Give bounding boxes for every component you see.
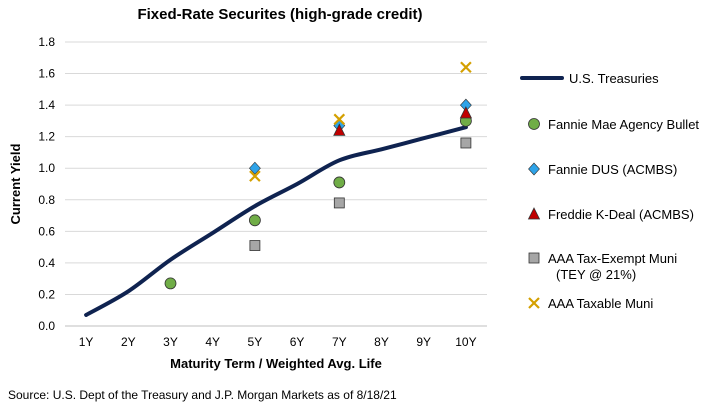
- data-point-freddie-k-deal-acmbs: [333, 123, 346, 136]
- x-tick-label: 5Y: [248, 335, 263, 349]
- x-tick-label: 4Y: [205, 335, 220, 349]
- x-marker-stroke: [333, 113, 346, 126]
- data-point-aaa-tax-exempt-muni-tey-21: [249, 240, 261, 251]
- x-marker-stroke: [249, 170, 261, 182]
- data-point-aaa-taxable-muni: [333, 113, 346, 126]
- x-tick-label: 7Y: [332, 335, 347, 349]
- data-point-fannie-mae-agency-bullet: [248, 214, 261, 227]
- data-point-aaa-taxable-muni: [249, 170, 261, 182]
- x-axis-title: Maturity Term / Weighted Avg. Life: [170, 356, 382, 371]
- data-point-fannie-mae-agency-bullet: [164, 277, 177, 290]
- legend-label: AAA Tax-Exempt Muni: [548, 251, 677, 266]
- chart-title: Fixed-Rate Securites (high-grade credit): [137, 6, 423, 23]
- y-tick-label: 0.4: [38, 256, 55, 270]
- x-tick-label: 3Y: [163, 335, 178, 349]
- data-point-aaa-tax-exempt-muni-tey-21: [333, 197, 345, 209]
- x-tick-label: 10Y: [455, 335, 476, 349]
- y-tick-label: 0.2: [38, 287, 55, 301]
- x-marker-stroke: [460, 61, 472, 74]
- legend-label: (TEY @ 21%): [556, 267, 636, 282]
- series-line-u-s-treasuries: [84, 125, 468, 317]
- x-tick-label: 8Y: [374, 335, 389, 349]
- y-tick-label: 1.4: [38, 98, 55, 112]
- y-tick-label: 0.6: [38, 224, 55, 238]
- x-tick-label: 2Y: [121, 335, 136, 349]
- data-point-fannie-dus-acmbs: [248, 161, 261, 175]
- data-point-aaa-tax-exempt-muni-tey-21: [460, 137, 472, 149]
- y-tick-label: 0.8: [38, 193, 55, 207]
- x-tick-label: 6Y: [290, 335, 305, 349]
- data-point-aaa-taxable-muni: [460, 61, 472, 74]
- data-point-fannie-mae-agency-bullet: [333, 176, 346, 189]
- legend-label: Freddie K-Deal (ACMBS): [548, 207, 694, 222]
- data-point-freddie-k-deal-acmbs: [459, 106, 473, 119]
- y-tick-label: 0.0: [38, 319, 55, 333]
- legend-marker-swatch: [527, 207, 541, 220]
- x-tick-label: 9Y: [416, 335, 431, 349]
- y-tick-label: 1.2: [38, 130, 55, 144]
- legend-marker-swatch: [528, 297, 540, 309]
- legend-label: U.S. Treasuries: [569, 71, 659, 86]
- legend-label: Fannie DUS (ACMBS): [548, 162, 677, 177]
- legend-marker-swatch: [528, 252, 540, 264]
- x-tick-label: 1Y: [79, 335, 94, 349]
- legend-label: AAA Taxable Muni: [548, 296, 653, 311]
- x-marker-stroke: [528, 297, 540, 309]
- source-note: Source: U.S. Dept of the Treasury and J.…: [8, 388, 397, 402]
- legend-marker-swatch: [528, 162, 540, 176]
- y-tick-label: 1.6: [38, 67, 55, 81]
- y-tick-label: 1.8: [38, 35, 55, 49]
- y-tick-label: 1.0: [38, 161, 55, 175]
- legend-marker-swatch: [528, 118, 540, 130]
- y-axis-title: Current Yield: [8, 143, 23, 224]
- legend-label: Fannie Mae Agency Bullet: [548, 117, 699, 132]
